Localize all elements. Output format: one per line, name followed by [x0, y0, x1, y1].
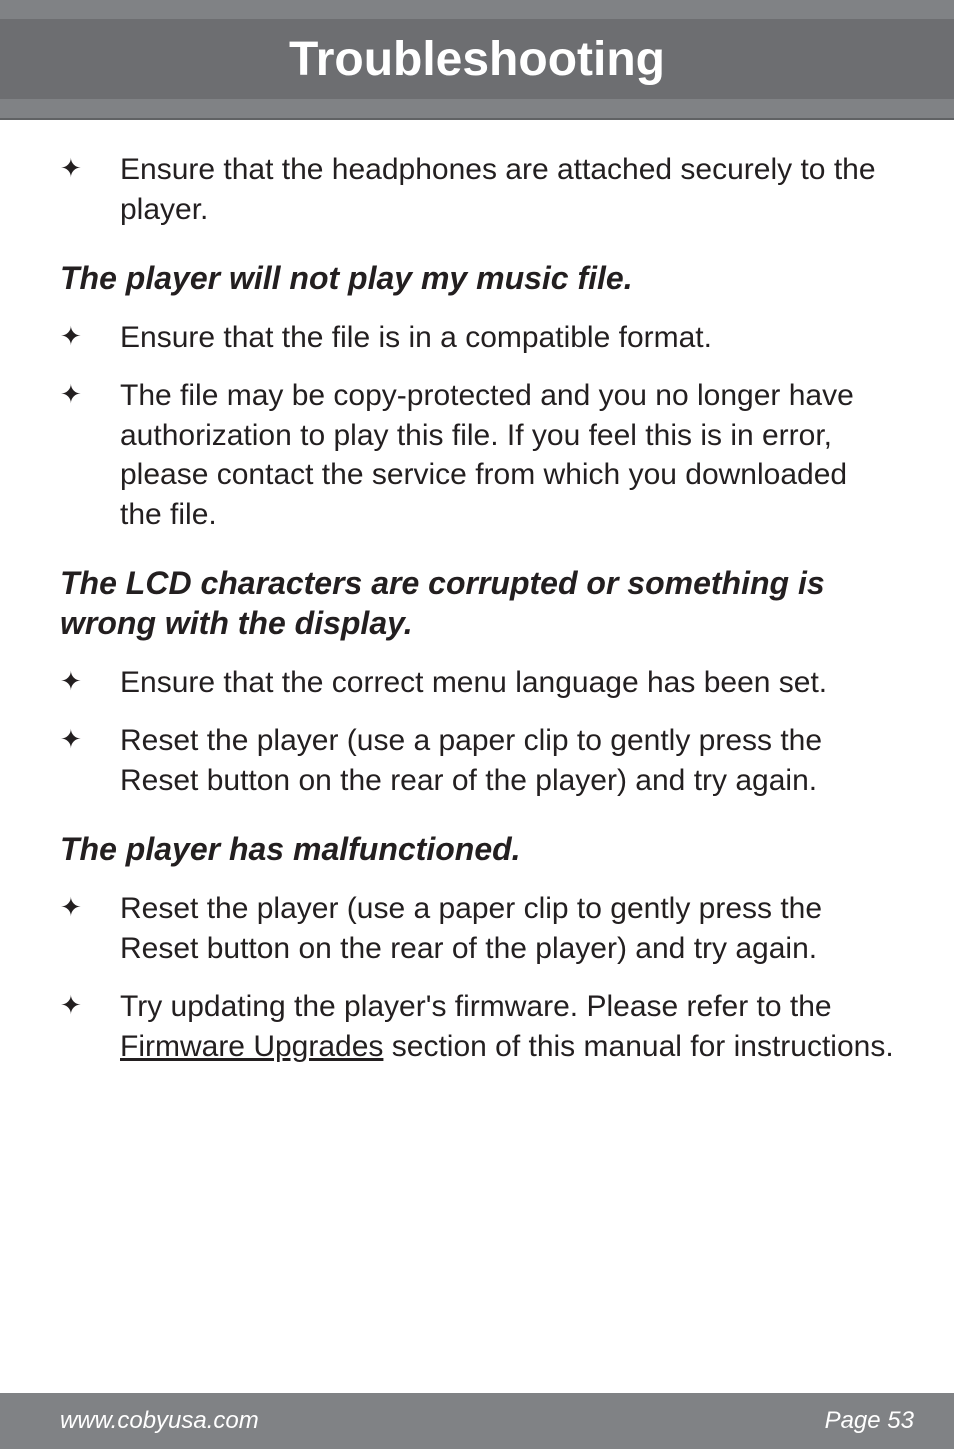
bullet-row: ✦ Try updating the player's firmware. Pl…	[60, 987, 894, 1067]
firmware-link-text: Firmware Upgrades	[120, 1030, 383, 1063]
page-title: Troubleshooting	[289, 32, 665, 87]
bullet-row: ✦ The file may be copy-protected and you…	[60, 376, 894, 536]
bullet-row: ✦ Ensure that the file is in a compatibl…	[60, 318, 894, 358]
bullet-text: Reset the player (use a paper clip to ge…	[120, 889, 894, 969]
bullet-text: Ensure that the file is in a compatible …	[120, 318, 712, 358]
text-post: section of this manual for instructions.	[383, 1030, 893, 1063]
bullet-text: Ensure that the headphones are attached …	[120, 150, 894, 230]
footer-page: Page 53	[825, 1407, 914, 1435]
bullet-text: Reset the player (use a paper clip to ge…	[120, 721, 894, 801]
header-band: Troubleshooting	[0, 0, 954, 120]
bullet-text: The file may be copy-protected and you n…	[120, 376, 894, 536]
bullet-text: Try updating the player's firmware. Plea…	[120, 987, 894, 1067]
bullet-row: ✦ Reset the player (use a paper clip to …	[60, 721, 894, 801]
star-icon: ✦	[60, 318, 120, 354]
star-icon: ✦	[60, 663, 120, 699]
section-title: The player has malfunctioned.	[60, 829, 894, 869]
content: ✦ Ensure that the headphones are attache…	[0, 120, 954, 1066]
star-icon: ✦	[60, 376, 120, 412]
text-pre: Try updating the player's firmware. Plea…	[120, 990, 832, 1023]
header-inner: Troubleshooting	[0, 19, 954, 99]
bullet-row: ✦ Ensure that the correct menu language …	[60, 663, 894, 703]
star-icon: ✦	[60, 721, 120, 757]
bullet-row: ✦ Reset the player (use a paper clip to …	[60, 889, 894, 969]
star-icon: ✦	[60, 987, 120, 1023]
section-title: The LCD characters are corrupted or some…	[60, 563, 894, 643]
star-icon: ✦	[60, 889, 120, 925]
section-title: The player will not play my music file.	[60, 258, 894, 298]
star-icon: ✦	[60, 150, 120, 186]
footer: www.cobyusa.com Page 53	[0, 1393, 954, 1449]
footer-url: www.cobyusa.com	[60, 1407, 259, 1435]
bullet-row: ✦ Ensure that the headphones are attache…	[60, 150, 894, 230]
bullet-text: Ensure that the correct menu language ha…	[120, 663, 827, 703]
